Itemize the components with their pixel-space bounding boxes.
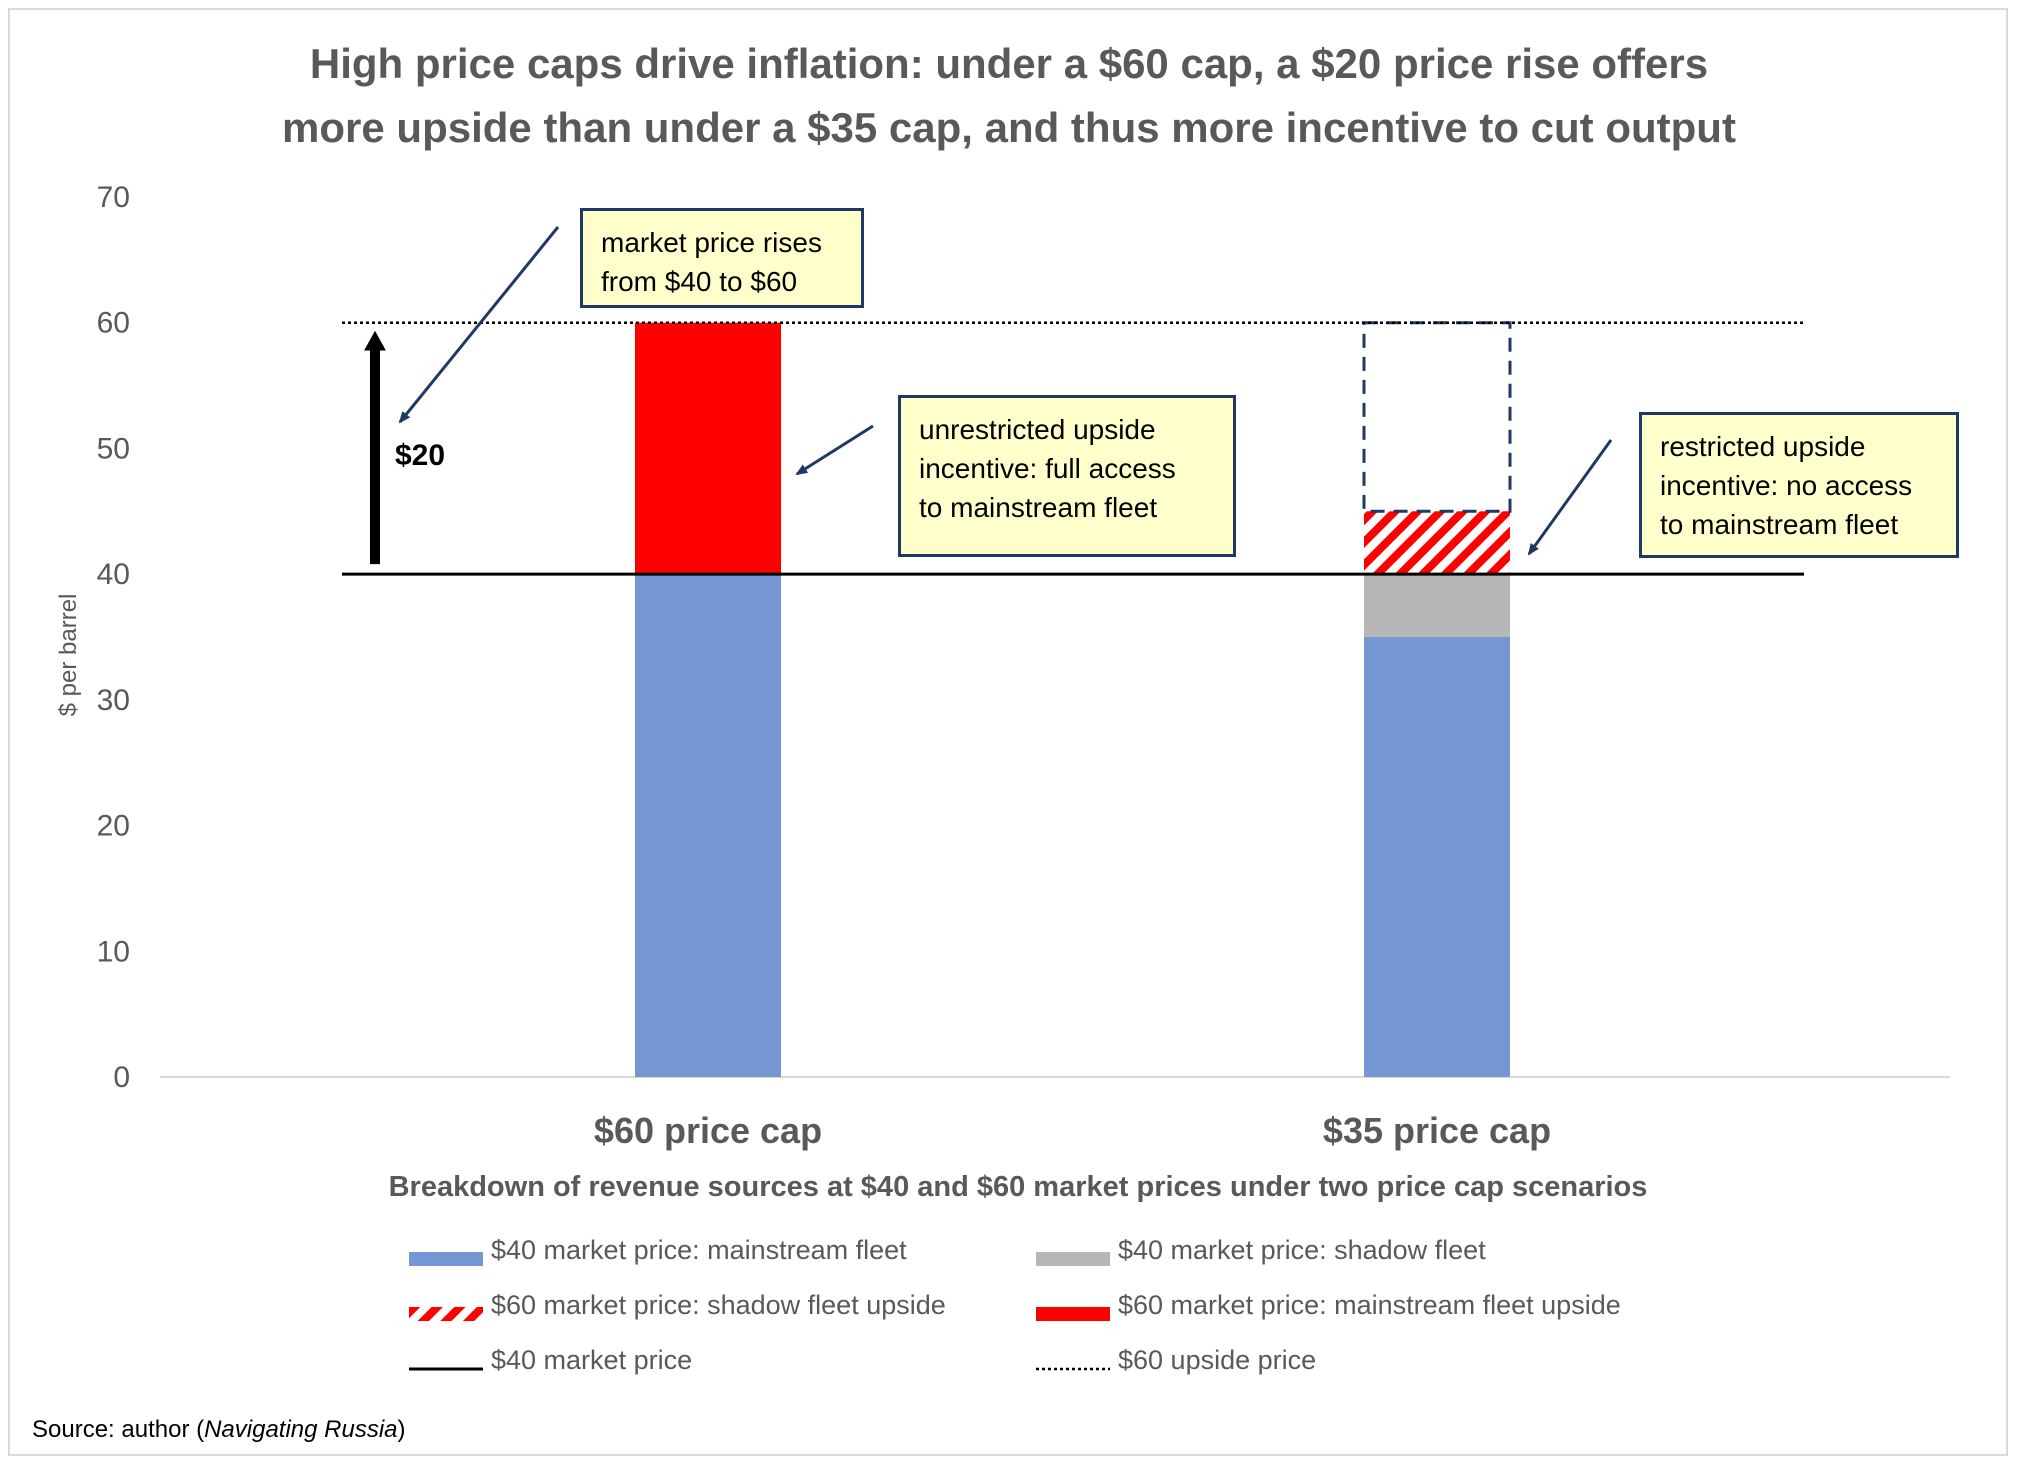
legend-label: $60 upside price — [1118, 1345, 1317, 1375]
chart-frame — [8, 8, 2008, 1456]
bar-segment — [1364, 511, 1510, 575]
y-tick-label: 50 — [97, 432, 130, 465]
legend-label: $60 market price: mainstream fleet upsid… — [1118, 1290, 1621, 1320]
callout-unrestricted-line-1: unrestricted upside — [919, 414, 1156, 445]
callout-arrow — [1527, 439, 1613, 556]
x-axis-title: Breakdown of revenue sources at $40 and … — [389, 1171, 1648, 1203]
callout-arrow — [795, 424, 874, 476]
unrealized-upside-outline — [1362, 321, 1512, 513]
legend-label: $40 market price — [491, 1345, 693, 1375]
callout-unrestricted-upside: unrestricted upside incentive: full acce… — [898, 395, 1236, 557]
x-tick-label: $60 price cap — [594, 1110, 822, 1151]
callout-market-price-rises: market price rises from $40 to $60 — [580, 208, 864, 308]
y-tick-label: 30 — [97, 684, 130, 717]
y-tick-label: 10 — [97, 935, 130, 968]
bar-segment — [635, 574, 781, 1077]
legend-swatch-dotted-line — [1036, 1367, 1110, 1371]
y-tick-label: 70 — [97, 181, 130, 214]
legend-swatch-mainstream-fleet-upside — [1036, 1307, 1110, 1321]
source-prefix: Source: author ( — [32, 1416, 205, 1443]
source-suffix: ) — [397, 1416, 406, 1443]
callout-unrestricted-line-3: to mainstream fleet — [919, 492, 1158, 523]
legend-label: $60 market price: shadow fleet upside — [491, 1290, 946, 1320]
bar-segment — [635, 322, 781, 575]
source-title: Navigating Russia — [204, 1416, 398, 1443]
callout-market-line-2: from $40 to $60 — [601, 266, 798, 297]
arrow-label-20: $20 — [395, 439, 445, 472]
chart-title-line-1: High price caps drive inflation: under a… — [309, 40, 1709, 87]
y-tick-label: 40 — [97, 558, 130, 591]
callout-restricted-line-1: restricted upside — [1660, 431, 1866, 462]
legend-swatch-mainstream-fleet — [409, 1252, 483, 1266]
callout-restricted-line-2: incentive: no access — [1660, 470, 1913, 501]
legend-swatch-shadow-fleet — [1036, 1252, 1110, 1266]
bar-segment — [1364, 574, 1510, 637]
source-note: Source: author (Navigating Russia) — [32, 1416, 406, 1444]
legend-swatch-shadow-fleet-upside — [409, 1307, 483, 1321]
y-tick-label: 20 — [97, 810, 130, 843]
callout-unrestricted-line-2: incentive: full access — [919, 453, 1176, 484]
callout-restricted-line-3: to mainstream fleet — [1660, 509, 1899, 540]
callout-market-line-1: market price rises — [601, 227, 822, 258]
x-tick-label: $35 price cap — [1323, 1110, 1551, 1151]
legend-label: $40 market price: mainstream fleet — [491, 1235, 907, 1265]
y-tick-label: 60 — [97, 307, 130, 340]
y-tick-label: 0 — [113, 1061, 130, 1094]
callout-arrow — [398, 226, 560, 424]
legend-swatch-solid-line — [409, 1367, 483, 1371]
bar-segment — [1364, 637, 1510, 1077]
y-axis-title: $ per barrel — [55, 594, 82, 717]
chart-title-line-2: more upside than under a $35 cap, and th… — [282, 104, 1736, 151]
callout-restricted-upside: restricted upside incentive: no access t… — [1639, 412, 1959, 558]
legend-label: $40 market price: shadow fleet — [1118, 1235, 1486, 1265]
